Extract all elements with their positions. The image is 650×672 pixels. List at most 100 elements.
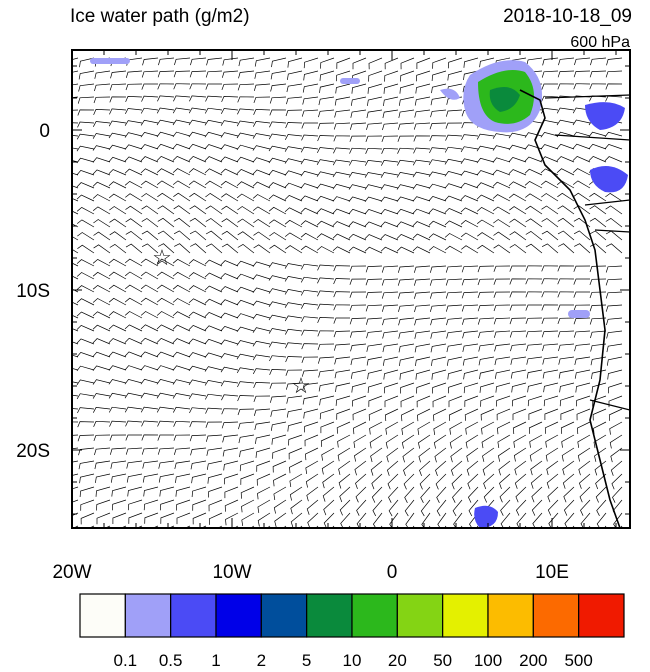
barb	[444, 245, 463, 254]
barb	[173, 434, 191, 441]
barb	[72, 486, 79, 490]
barb	[366, 330, 383, 339]
barb	[205, 407, 223, 414]
barb	[350, 343, 367, 352]
barb	[590, 243, 607, 254]
colorbar-label: 0.5	[159, 651, 183, 667]
barb	[237, 83, 255, 91]
barb	[564, 512, 575, 528]
barb	[388, 486, 399, 503]
colorbar-swatch	[170, 593, 217, 638]
barb	[401, 408, 415, 422]
barb	[269, 395, 287, 403]
barb	[530, 460, 543, 476]
barb	[589, 70, 607, 78]
barb	[367, 369, 383, 380]
barb	[350, 96, 367, 106]
barb	[317, 290, 335, 297]
barb	[222, 447, 239, 457]
barb	[124, 168, 143, 176]
barb	[252, 133, 271, 139]
barb	[557, 317, 575, 325]
barb	[332, 171, 351, 178]
barb	[269, 96, 287, 104]
barb	[415, 356, 431, 367]
barb	[240, 473, 255, 485]
barb	[158, 243, 175, 254]
barb	[237, 108, 255, 115]
barb	[77, 121, 95, 128]
barb	[594, 447, 607, 462]
barb	[557, 217, 575, 228]
barb	[437, 512, 447, 528]
barb	[496, 408, 511, 421]
barb	[189, 83, 207, 90]
barb	[72, 122, 79, 124]
barb	[173, 70, 191, 78]
barb	[369, 434, 383, 449]
barb	[72, 210, 79, 215]
barb	[573, 317, 591, 325]
barb	[125, 243, 143, 254]
barb	[316, 233, 335, 241]
barb	[526, 369, 543, 379]
barb	[241, 512, 255, 526]
barb	[220, 380, 239, 387]
barb	[382, 330, 399, 339]
barb	[544, 408, 559, 420]
barb	[172, 324, 191, 332]
barb	[413, 135, 431, 142]
barb	[208, 499, 223, 512]
barb	[530, 473, 543, 489]
barb	[317, 317, 335, 324]
barb	[221, 230, 239, 241]
barb	[381, 135, 399, 143]
barb	[574, 356, 591, 365]
barb	[72, 314, 79, 319]
barb	[352, 395, 367, 407]
barb	[206, 57, 223, 66]
barb	[498, 460, 511, 476]
barb	[272, 460, 287, 473]
barb	[494, 343, 511, 352]
barb	[253, 395, 271, 403]
barb	[605, 291, 623, 299]
barb	[542, 356, 559, 365]
barb	[543, 395, 559, 407]
barb	[500, 512, 511, 528]
barb	[108, 351, 127, 358]
barb	[252, 300, 271, 307]
barb	[579, 486, 591, 503]
barb	[428, 159, 447, 166]
barb	[396, 184, 415, 190]
barb	[589, 205, 607, 215]
barb	[397, 147, 415, 154]
barb	[72, 368, 79, 371]
barb	[364, 208, 383, 215]
barb	[557, 265, 575, 272]
barb	[429, 135, 447, 142]
barb	[173, 217, 191, 228]
barb	[412, 246, 431, 254]
barb	[156, 143, 175, 150]
barb	[92, 407, 111, 413]
barb	[124, 379, 143, 385]
barb	[339, 486, 351, 503]
barb	[509, 231, 527, 241]
barb	[288, 434, 303, 446]
barb	[349, 122, 367, 130]
barb	[220, 260, 239, 267]
barb	[515, 499, 527, 516]
barb	[172, 379, 191, 385]
barb	[446, 317, 463, 326]
barb	[580, 512, 591, 528]
barb	[92, 393, 111, 399]
barb	[287, 70, 303, 80]
barb	[127, 486, 143, 497]
barb	[559, 382, 575, 393]
barb	[254, 70, 271, 79]
barb	[204, 180, 223, 189]
barb	[72, 421, 79, 423]
barb	[508, 144, 527, 151]
barb	[108, 271, 127, 280]
